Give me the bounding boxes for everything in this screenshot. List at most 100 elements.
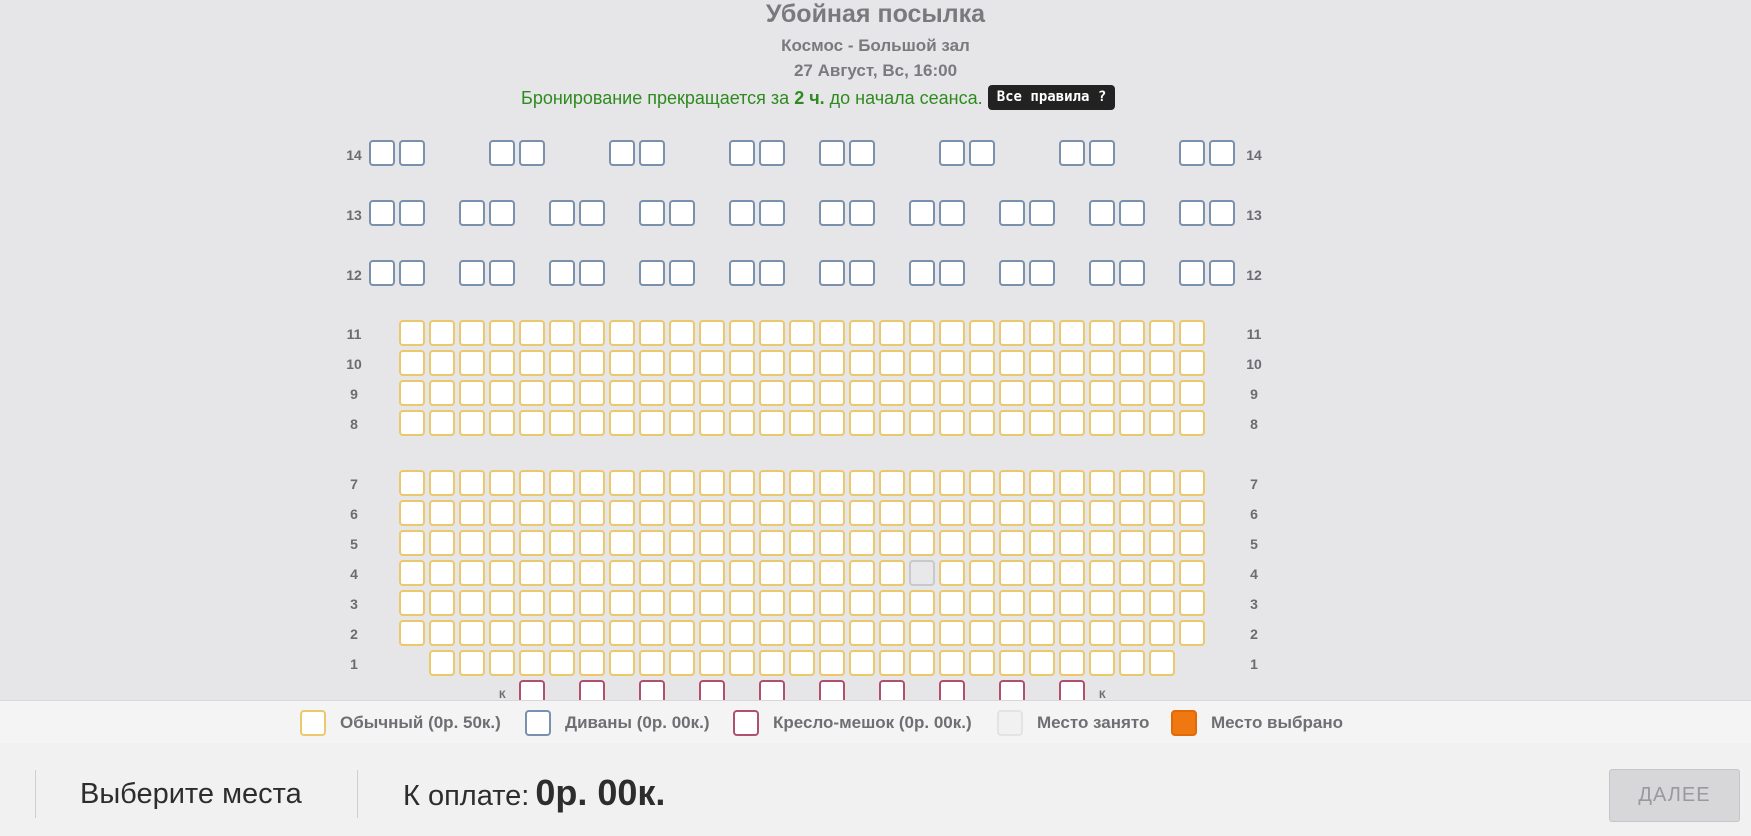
regular-seat[interactable] [999, 650, 1025, 676]
regular-seat[interactable] [1089, 320, 1115, 346]
sofa-seat[interactable] [369, 140, 395, 166]
regular-seat[interactable] [399, 530, 425, 556]
regular-seat[interactable] [969, 560, 995, 586]
regular-seat[interactable] [1029, 350, 1055, 376]
regular-seat[interactable] [1059, 560, 1085, 586]
regular-seat[interactable] [1149, 560, 1175, 586]
regular-seat[interactable] [429, 590, 455, 616]
regular-seat[interactable] [729, 410, 755, 436]
regular-seat[interactable] [729, 350, 755, 376]
regular-seat[interactable] [939, 650, 965, 676]
regular-seat[interactable] [429, 470, 455, 496]
regular-seat[interactable] [879, 500, 905, 526]
regular-seat[interactable] [819, 530, 845, 556]
regular-seat[interactable] [1179, 320, 1205, 346]
regular-seat[interactable] [669, 560, 695, 586]
regular-seat[interactable] [639, 560, 665, 586]
regular-seat[interactable] [1089, 410, 1115, 436]
regular-seat[interactable] [579, 650, 605, 676]
regular-seat[interactable] [549, 530, 575, 556]
regular-seat[interactable] [489, 590, 515, 616]
regular-seat[interactable] [1149, 470, 1175, 496]
regular-seat[interactable] [459, 380, 485, 406]
regular-seat[interactable] [939, 320, 965, 346]
regular-seat[interactable] [429, 650, 455, 676]
regular-seat[interactable] [549, 650, 575, 676]
regular-seat[interactable] [429, 320, 455, 346]
regular-seat[interactable] [759, 320, 785, 346]
regular-seat[interactable] [879, 620, 905, 646]
sofa-seat[interactable] [579, 200, 605, 226]
regular-seat[interactable] [819, 410, 845, 436]
regular-seat[interactable] [879, 530, 905, 556]
regular-seat[interactable] [1179, 620, 1205, 646]
regular-seat[interactable] [609, 560, 635, 586]
regular-seat[interactable] [1179, 530, 1205, 556]
regular-seat[interactable] [1179, 410, 1205, 436]
regular-seat[interactable] [459, 410, 485, 436]
regular-seat[interactable] [399, 380, 425, 406]
regular-seat[interactable] [969, 530, 995, 556]
sofa-seat[interactable] [459, 200, 485, 226]
regular-seat[interactable] [459, 650, 485, 676]
regular-seat[interactable] [729, 380, 755, 406]
sofa-seat[interactable] [1089, 260, 1115, 286]
regular-seat[interactable] [729, 560, 755, 586]
regular-seat[interactable] [609, 350, 635, 376]
regular-seat[interactable] [459, 470, 485, 496]
sofa-seat[interactable] [729, 200, 755, 226]
regular-seat[interactable] [1029, 380, 1055, 406]
sofa-seat[interactable] [969, 140, 995, 166]
regular-seat[interactable] [699, 320, 725, 346]
regular-seat[interactable] [639, 380, 665, 406]
regular-seat[interactable] [579, 410, 605, 436]
regular-seat[interactable] [699, 500, 725, 526]
regular-seat[interactable] [849, 320, 875, 346]
regular-seat[interactable] [489, 410, 515, 436]
taken-seat[interactable] [909, 560, 935, 586]
regular-seat[interactable] [639, 590, 665, 616]
regular-seat[interactable] [699, 620, 725, 646]
regular-seat[interactable] [939, 350, 965, 376]
sofa-seat[interactable] [1209, 140, 1235, 166]
regular-seat[interactable] [789, 650, 815, 676]
regular-seat[interactable] [789, 500, 815, 526]
regular-seat[interactable] [1089, 590, 1115, 616]
regular-seat[interactable] [699, 470, 725, 496]
regular-seat[interactable] [459, 350, 485, 376]
regular-seat[interactable] [549, 500, 575, 526]
regular-seat[interactable] [669, 350, 695, 376]
regular-seat[interactable] [999, 530, 1025, 556]
regular-seat[interactable] [639, 410, 665, 436]
sofa-seat[interactable] [999, 200, 1025, 226]
regular-seat[interactable] [759, 650, 785, 676]
sofa-seat[interactable] [1059, 140, 1085, 166]
regular-seat[interactable] [819, 500, 845, 526]
regular-seat[interactable] [759, 590, 785, 616]
sofa-seat[interactable] [639, 200, 665, 226]
regular-seat[interactable] [909, 500, 935, 526]
regular-seat[interactable] [909, 380, 935, 406]
regular-seat[interactable] [459, 590, 485, 616]
regular-seat[interactable] [729, 650, 755, 676]
regular-seat[interactable] [1149, 380, 1175, 406]
sofa-seat[interactable] [549, 200, 575, 226]
regular-seat[interactable] [669, 500, 695, 526]
regular-seat[interactable] [1119, 470, 1145, 496]
regular-seat[interactable] [549, 590, 575, 616]
regular-seat[interactable] [819, 320, 845, 346]
regular-seat[interactable] [429, 500, 455, 526]
regular-seat[interactable] [609, 380, 635, 406]
regular-seat[interactable] [789, 350, 815, 376]
regular-seat[interactable] [519, 560, 545, 586]
regular-seat[interactable] [1119, 560, 1145, 586]
all-rules-button[interactable]: Все правила ? [988, 85, 1115, 110]
regular-seat[interactable] [699, 650, 725, 676]
regular-seat[interactable] [549, 620, 575, 646]
regular-seat[interactable] [879, 410, 905, 436]
regular-seat[interactable] [849, 650, 875, 676]
regular-seat[interactable] [549, 410, 575, 436]
regular-seat[interactable] [489, 620, 515, 646]
sofa-seat[interactable] [369, 260, 395, 286]
regular-seat[interactable] [519, 410, 545, 436]
